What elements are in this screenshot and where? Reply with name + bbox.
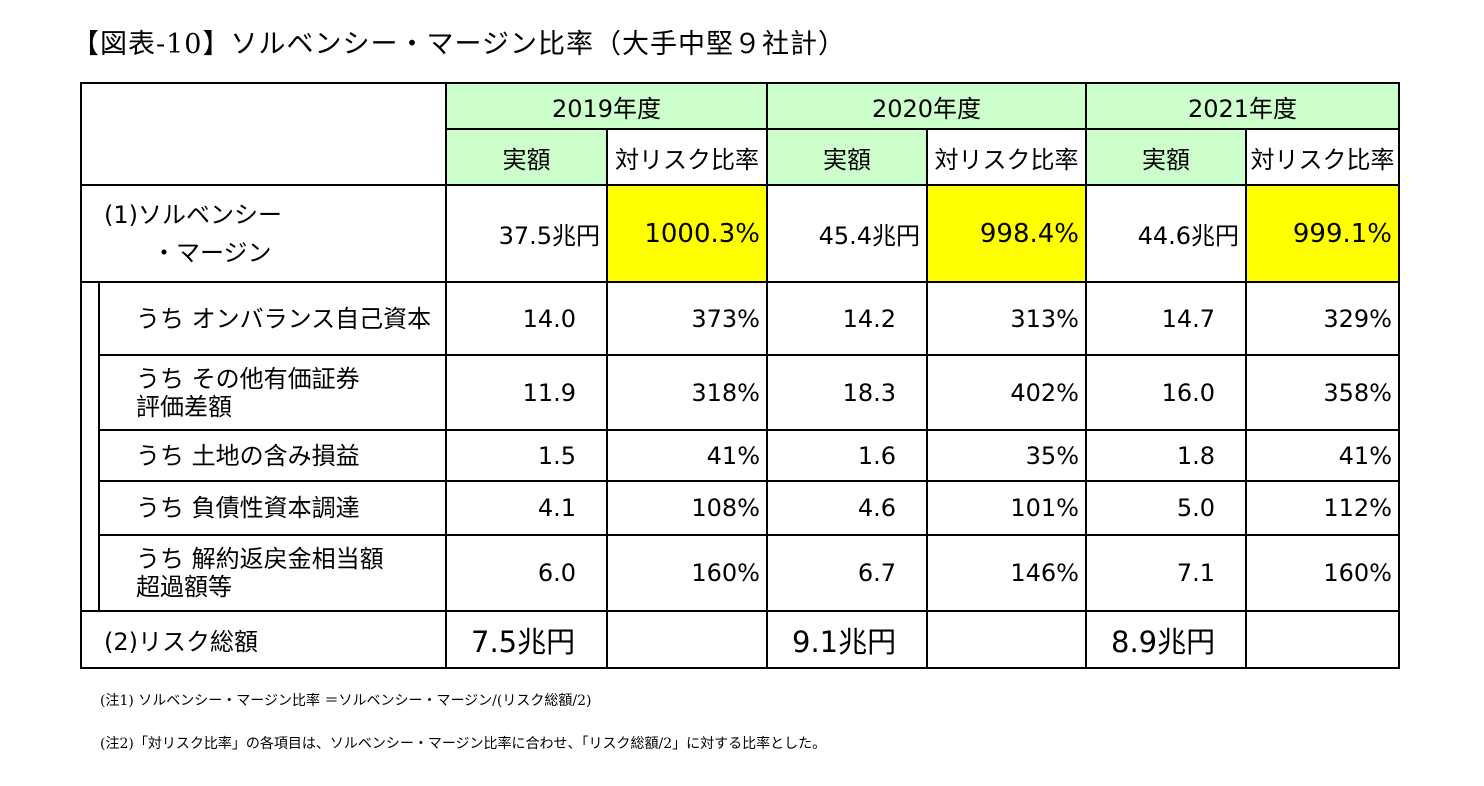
ratio-cell: 146%	[926, 534, 1087, 612]
ratio-cell: 101%	[926, 480, 1087, 536]
value-cell: 1.6	[766, 429, 928, 482]
ratio-cell: 41%	[1245, 429, 1400, 482]
header-corner	[80, 82, 447, 186]
value-cell: 6.7	[766, 534, 928, 612]
row-label-line: ・マージン	[152, 238, 272, 267]
table-row: うち オンバランス自己資本 14.0 373% 14.2 313% 14.7 3…	[80, 281, 1400, 612]
table-row: うち 土地の含み損益 1.5 41% 1.6 35% 1.8 41%	[81, 429, 1400, 482]
actual-header: 実額	[766, 128, 928, 186]
highlight-ratio-cell: 999.1%	[1245, 184, 1400, 283]
ratio-cell: 358%	[1245, 354, 1400, 431]
table-row: うち その他有価証券 評価差額 11.9 318% 18.3 402% 16.0…	[81, 354, 1400, 431]
value-cell: 14.2	[766, 281, 928, 356]
ratio-cell: 108%	[606, 480, 768, 536]
value-cell: 11.9	[445, 354, 608, 431]
value-cell: 9.1兆円	[766, 610, 928, 669]
value-cell: 1.8	[1085, 429, 1247, 482]
value-cell: 8.9兆円	[1085, 610, 1247, 669]
table-row: (1)ソルベンシー ・マージン 37.5兆円 1000.3% 45.4兆円 99…	[80, 184, 1400, 283]
ratio-cell: 402%	[926, 354, 1087, 431]
value-cell: 5.0	[1085, 480, 1247, 536]
row-label-line: うち オンバランス自己資本	[136, 304, 432, 333]
value-cell: 14.7	[1085, 281, 1247, 356]
value-cell: 44.6兆円	[1085, 184, 1247, 283]
row-label: うち 土地の含み損益	[98, 429, 447, 482]
row-label: うち その他有価証券 評価差額	[98, 354, 447, 431]
row-label-line: (1)ソルベンシー	[104, 200, 282, 229]
value-cell: 18.3	[766, 354, 928, 431]
table-row: うち 解約返戻金相当額 超過額等 6.0 160% 6.7 146% 7.1 1…	[81, 534, 1400, 612]
row-label: うち 負債性資本調達	[98, 480, 447, 536]
value-cell: 7.1	[1085, 534, 1247, 612]
empty-cell	[926, 610, 1087, 669]
value-cell: 45.4兆円	[766, 184, 928, 283]
ratio-cell: 373%	[606, 281, 768, 356]
value-cell: 16.0	[1085, 354, 1247, 431]
row-label-line: 超過額等	[136, 573, 232, 601]
header-column-row: 実額 対リスク比率 実額 対リスク比率 実額 対リスク比率	[81, 128, 1400, 186]
ratio-cell: 318%	[606, 354, 768, 431]
ratio-header: 対リスク比率	[926, 128, 1087, 186]
footnote-1: (注1) ソルベンシー・マージン比率 ＝ソルベンシー・マージン/(リスク総額/2…	[100, 693, 592, 709]
ratio-cell: 41%	[606, 429, 768, 482]
row-label: うち 解約返戻金相当額 超過額等	[98, 534, 447, 612]
row-label-line: うち 土地の含み損益	[136, 441, 360, 470]
ratio-cell: 160%	[606, 534, 768, 612]
empty-cell	[606, 610, 768, 669]
row-label-line: 評価差額	[136, 392, 232, 421]
value-cell: 1.5	[445, 429, 608, 482]
value-cell: 6.0	[445, 534, 608, 612]
table-row: (2)リスク総額 7.5兆円 9.1兆円 8.9兆円	[80, 610, 1400, 669]
row-label: うち オンバランス自己資本	[98, 281, 447, 356]
year-header-2019: 2019年度	[445, 82, 768, 129]
row-label-risk-total: (2)リスク総額	[80, 610, 447, 669]
indent-gutter	[80, 282, 100, 612]
footnote-2: (注2)「対リスク比率」の各項目は、ソルベンシー・マージン比率に合わせ、「リスク…	[100, 736, 827, 752]
value-cell: 37.5兆円	[445, 184, 608, 283]
row-label-line: うち 負債性資本調達	[136, 494, 360, 522]
year-header-2020: 2020年度	[766, 82, 1087, 129]
value-cell: 4.6	[766, 480, 928, 536]
ratio-header: 対リスク比率	[606, 128, 768, 186]
row-label-solvency-margin: (1)ソルベンシー ・マージン	[80, 184, 447, 283]
solvency-margin-table: 2019年度 2020年度 2021年度 実額 対リスク比率 実額 対リスク比率…	[80, 82, 1400, 669]
empty-cell	[1245, 610, 1400, 669]
table-row: うち 負債性資本調達 4.1 108% 4.6 101% 5.0 112%	[81, 480, 1400, 536]
header-year-row: 2019年度 2020年度 2021年度	[80, 82, 1400, 186]
ratio-header: 対リスク比率	[1245, 128, 1400, 186]
ratio-cell: 160%	[1245, 534, 1400, 612]
row-label-line: うち その他有価証券	[136, 364, 360, 393]
ratio-cell: 35%	[926, 429, 1087, 482]
year-header-2021: 2021年度	[1085, 82, 1400, 129]
figure-title: 【図表-10】ソルベンシー・マージン比率（大手中堅９社計）	[72, 29, 846, 60]
value-cell: 4.1	[445, 480, 608, 536]
row-label-line: うち 解約返戻金相当額	[136, 545, 384, 573]
highlight-ratio-cell: 1000.3%	[606, 184, 768, 283]
value-cell: 14.0	[445, 281, 608, 356]
value-cell: 7.5兆円	[445, 610, 608, 669]
ratio-cell: 329%	[1245, 281, 1400, 356]
actual-header: 実額	[445, 128, 608, 186]
ratio-cell: 112%	[1245, 480, 1400, 536]
highlight-ratio-cell: 998.4%	[926, 184, 1087, 283]
actual-header: 実額	[1085, 128, 1247, 186]
ratio-cell: 313%	[926, 281, 1087, 356]
